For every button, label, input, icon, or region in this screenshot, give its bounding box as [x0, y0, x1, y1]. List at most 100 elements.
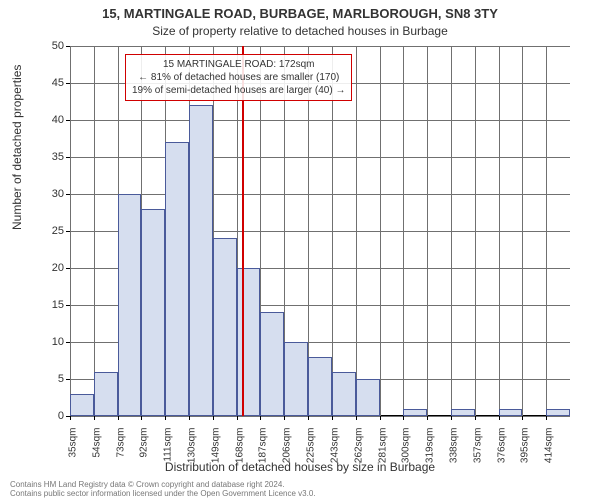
grid-line-h [70, 46, 570, 47]
histogram-bar [70, 394, 94, 416]
grid-line-h [70, 194, 570, 195]
x-tick-label: 376sqm [496, 428, 507, 474]
histogram-bar [546, 409, 570, 416]
grid-line-v [427, 46, 428, 416]
y-tick-label: 15 [34, 299, 64, 311]
histogram-bar [332, 372, 356, 416]
x-tick-mark [118, 416, 119, 420]
histogram-bar [118, 194, 142, 416]
grid-line-h [70, 416, 570, 417]
y-tick-label: 45 [34, 77, 64, 89]
x-tick-label: 319sqm [425, 428, 436, 474]
x-tick-label: 92sqm [139, 428, 150, 474]
callout-line: 19% of semi-detached houses are larger (… [132, 84, 345, 97]
x-tick-mark [189, 416, 190, 420]
x-tick-mark [284, 416, 285, 420]
grid-line-h [70, 157, 570, 158]
x-tick-mark [499, 416, 500, 420]
x-tick-label: 54sqm [91, 428, 102, 474]
x-tick-label: 395sqm [520, 428, 531, 474]
footer-line-2: Contains public sector information licen… [10, 490, 316, 499]
y-tick-label: 50 [34, 40, 64, 52]
y-tick-label: 35 [34, 151, 64, 163]
marker-callout: 15 MARTINGALE ROAD: 172sqm← 81% of detac… [125, 54, 352, 101]
x-tick-mark [380, 416, 381, 420]
histogram-bar [308, 357, 332, 416]
chart-title-main: 15, MARTINGALE ROAD, BURBAGE, MARLBOROUG… [0, 6, 600, 21]
histogram-bar [284, 342, 308, 416]
histogram-bar [94, 372, 118, 416]
x-tick-mark [522, 416, 523, 420]
grid-line-v [451, 46, 452, 416]
y-tick-label: 30 [34, 188, 64, 200]
grid-line-h [70, 120, 570, 121]
histogram-bar [189, 105, 213, 416]
x-tick-label: 262sqm [353, 428, 364, 474]
grid-line-v [356, 46, 357, 416]
x-tick-label: 168sqm [234, 428, 245, 474]
grid-line-v [94, 46, 95, 416]
x-tick-label: 414sqm [544, 428, 555, 474]
footer-attribution: Contains HM Land Registry data © Crown c… [10, 481, 316, 499]
chart-container: 15, MARTINGALE ROAD, BURBAGE, MARLBOROUG… [0, 0, 600, 500]
x-tick-label: 300sqm [401, 428, 412, 474]
x-tick-label: 225sqm [306, 428, 317, 474]
x-tick-label: 338sqm [448, 428, 459, 474]
x-tick-mark [427, 416, 428, 420]
marker-line [242, 46, 244, 416]
chart-title-sub: Size of property relative to detached ho… [0, 24, 600, 38]
x-tick-mark [451, 416, 452, 420]
x-tick-mark [475, 416, 476, 420]
histogram-bar [403, 409, 427, 416]
histogram-bar [499, 409, 523, 416]
histogram-bar [451, 409, 475, 416]
grid-line-v [380, 46, 381, 416]
y-tick-label: 10 [34, 336, 64, 348]
histogram-bar [356, 379, 380, 416]
y-tick-label: 20 [34, 262, 64, 274]
x-tick-mark [70, 416, 71, 420]
grid-line-v [475, 46, 476, 416]
x-tick-label: 243sqm [329, 428, 340, 474]
x-tick-mark [332, 416, 333, 420]
x-tick-mark [94, 416, 95, 420]
histogram-bar [237, 268, 261, 416]
x-tick-mark [260, 416, 261, 420]
x-tick-label: 111sqm [163, 428, 174, 474]
grid-line-v [403, 46, 404, 416]
x-tick-mark [141, 416, 142, 420]
histogram-bar [213, 238, 237, 416]
histogram-bar [141, 209, 165, 416]
callout-line: 15 MARTINGALE ROAD: 172sqm [132, 58, 345, 71]
grid-line-v [522, 46, 523, 416]
x-tick-label: 130sqm [187, 428, 198, 474]
x-tick-label: 281sqm [377, 428, 388, 474]
y-axis-title: Number of detached properties [10, 65, 24, 230]
x-tick-label: 187sqm [258, 428, 269, 474]
x-axis-title: Distribution of detached houses by size … [0, 460, 600, 474]
grid-line-v [332, 46, 333, 416]
y-tick-label: 40 [34, 114, 64, 126]
x-tick-mark [546, 416, 547, 420]
x-tick-mark [403, 416, 404, 420]
x-tick-label: 73sqm [115, 428, 126, 474]
y-tick-label: 25 [34, 225, 64, 237]
histogram-bar [165, 142, 189, 416]
x-tick-mark [356, 416, 357, 420]
grid-line-v [546, 46, 547, 416]
x-tick-label: 149sqm [210, 428, 221, 474]
x-tick-mark [237, 416, 238, 420]
grid-line-v [70, 46, 71, 416]
y-tick-label: 5 [34, 373, 64, 385]
callout-line: ← 81% of detached houses are smaller (17… [132, 71, 345, 84]
x-tick-mark [213, 416, 214, 420]
plot-area: 15 MARTINGALE ROAD: 172sqm← 81% of detac… [70, 46, 570, 416]
histogram-bar [260, 312, 284, 416]
x-tick-label: 206sqm [282, 428, 293, 474]
y-tick-label: 0 [34, 410, 64, 422]
x-tick-label: 35sqm [68, 428, 79, 474]
x-tick-mark [165, 416, 166, 420]
x-tick-label: 357sqm [472, 428, 483, 474]
x-tick-mark [308, 416, 309, 420]
grid-line-v [499, 46, 500, 416]
